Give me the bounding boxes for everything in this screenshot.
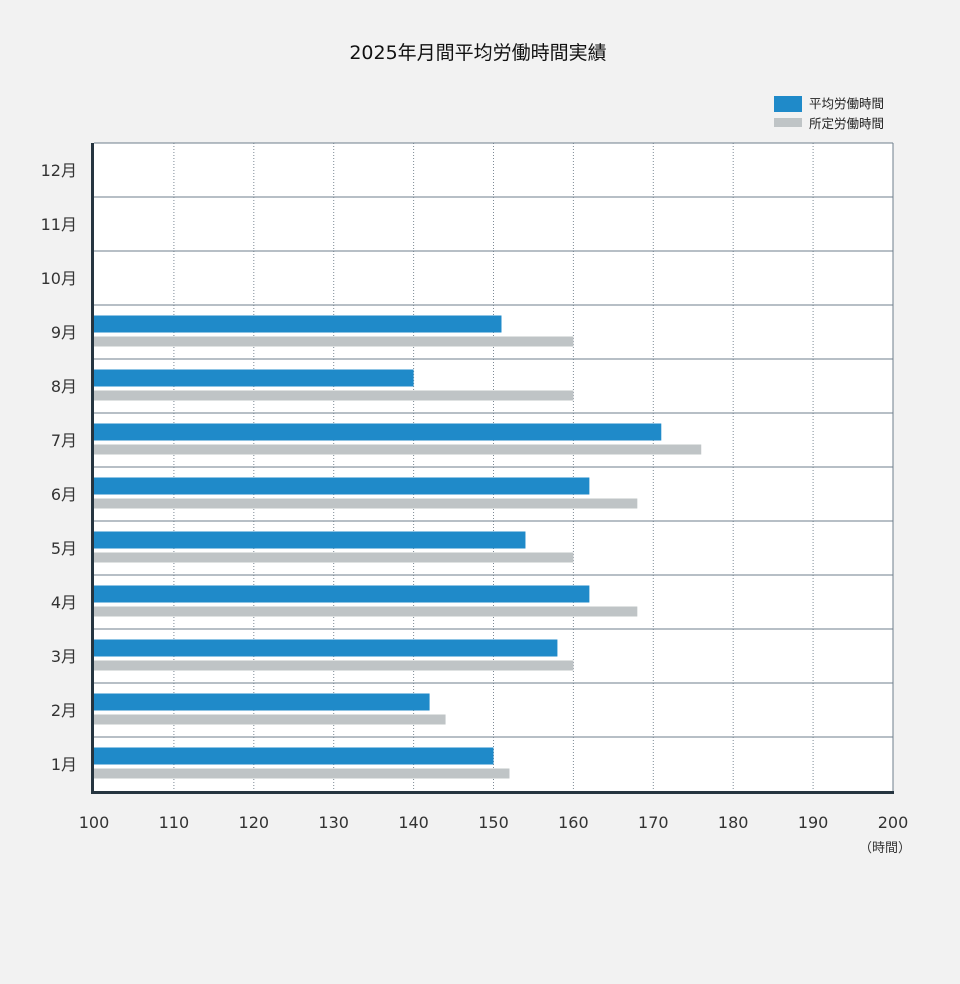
bar-average-5 xyxy=(94,531,526,549)
bar-scheduled-8 xyxy=(94,390,574,401)
x-axis-tick-labels: 100 110 120 130 140 150 160 170 180 190 200 xyxy=(79,813,909,832)
bars-layer xyxy=(94,315,702,779)
y-tick-label-6: 6月 xyxy=(51,485,77,504)
axes xyxy=(91,142,894,794)
y-tick-label-9: 9月 xyxy=(51,323,77,342)
bar-scheduled-2 xyxy=(94,714,446,725)
x-tick-label-190: 190 xyxy=(798,813,829,832)
x-tick-label-140: 140 xyxy=(398,813,429,832)
y-tick-label-2: 2月 xyxy=(51,701,77,720)
x-axis-unit-label: （時間） xyxy=(859,841,911,856)
y-tick-label-12: 12月 xyxy=(41,161,77,180)
bar-scheduled-3 xyxy=(94,660,574,671)
bar-average-6 xyxy=(94,477,590,495)
bar-average-8 xyxy=(94,369,414,387)
bar-scheduled-5 xyxy=(94,552,574,563)
x-tick-label-170: 170 xyxy=(638,813,669,832)
grid-lines xyxy=(94,143,893,791)
legend-label-average: 平均労働時間 xyxy=(809,96,884,111)
x-tick-label-110: 110 xyxy=(159,813,190,832)
x-tick-label-120: 120 xyxy=(239,813,270,832)
bar-average-2 xyxy=(94,693,430,711)
bar-scheduled-1 xyxy=(94,768,510,779)
y-tick-label-3: 3月 xyxy=(51,647,77,666)
x-tick-label-180: 180 xyxy=(718,813,749,832)
bar-scheduled-7 xyxy=(94,444,702,455)
y-axis-tick-labels: 1月 2月 3月 4月 5月 6月 7月 8月 9月 10月 11月 12月 xyxy=(41,161,77,774)
legend-swatch-scheduled xyxy=(774,118,802,127)
bar-average-3 xyxy=(94,639,558,657)
x-tick-label-130: 130 xyxy=(318,813,349,832)
x-tick-label-200: 200 xyxy=(878,813,909,832)
y-tick-label-5: 5月 xyxy=(51,539,77,558)
bar-average-7 xyxy=(94,423,662,441)
legend-label-scheduled: 所定労働時間 xyxy=(809,116,884,131)
bar-scheduled-6 xyxy=(94,498,638,509)
y-tick-label-7: 7月 xyxy=(51,431,77,450)
bar-average-4 xyxy=(94,585,590,603)
chart-title: 2025年月間平均労働時間実績 xyxy=(349,42,606,64)
bar-scheduled-9 xyxy=(94,336,574,347)
y-tick-label-8: 8月 xyxy=(51,377,77,396)
legend-swatch-average xyxy=(774,96,802,112)
y-tick-label-11: 11月 xyxy=(41,215,77,234)
x-tick-label-150: 150 xyxy=(478,813,509,832)
bar-average-1 xyxy=(94,747,494,765)
bar-average-9 xyxy=(94,315,502,333)
bar-scheduled-4 xyxy=(94,606,638,617)
y-tick-label-1: 1月 xyxy=(51,755,77,774)
y-tick-label-10: 10月 xyxy=(41,269,77,288)
x-tick-label-100: 100 xyxy=(79,813,110,832)
y-tick-label-4: 4月 xyxy=(51,593,77,612)
x-tick-label-160: 160 xyxy=(558,813,589,832)
